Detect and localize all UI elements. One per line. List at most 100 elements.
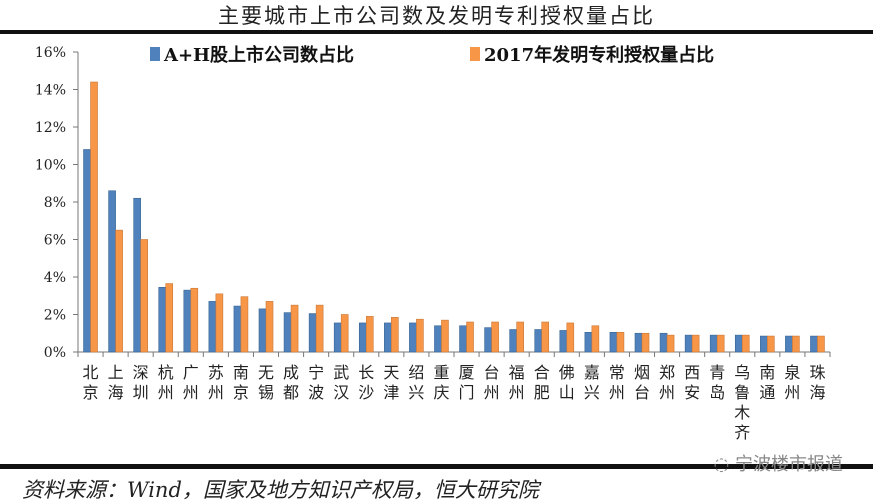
bar-listed	[684, 334, 693, 353]
bar-patent	[315, 304, 324, 353]
bar-listed	[559, 330, 568, 353]
bar-listed	[484, 327, 492, 353]
x-tick-label: 北京	[83, 363, 99, 402]
x-tick-label: 武汉	[333, 363, 349, 402]
bar-listed	[384, 322, 392, 353]
bar-patent	[365, 316, 374, 353]
x-tick-label: 台州	[484, 363, 500, 402]
bar-listed	[734, 334, 743, 353]
bar-listed	[584, 332, 593, 353]
bar-patent	[265, 301, 274, 353]
bottom-rule	[0, 464, 873, 469]
legend-swatch	[150, 47, 160, 61]
x-tick-label: 嘉兴	[584, 363, 600, 402]
bar-patent	[792, 335, 800, 353]
bar-patent	[215, 293, 224, 353]
bar-patent	[391, 317, 399, 353]
x-tick-label: 郑州	[659, 363, 675, 402]
y-tick-label: 10%	[35, 158, 66, 174]
bar-listed	[634, 332, 643, 353]
x-tick-label: 合肥	[534, 363, 550, 402]
x-tick-label: 绍兴	[408, 363, 424, 402]
bar-listed	[509, 329, 517, 353]
x-tick-label: 泉州	[784, 363, 800, 402]
bar-listed	[183, 289, 192, 353]
bar-listed	[609, 332, 618, 353]
bar-patent	[767, 335, 775, 353]
bar-patent	[491, 321, 499, 353]
bar-listed	[659, 332, 668, 353]
bar-patent	[691, 334, 700, 353]
legend-label: 2017年发明专利授权量占比	[484, 44, 714, 66]
bar-listed	[709, 334, 718, 353]
bar-patent	[115, 229, 123, 353]
bar-listed	[333, 322, 342, 353]
bar-patent	[466, 321, 474, 353]
bar-listed	[760, 335, 768, 353]
y-tick-label: 12%	[35, 120, 66, 136]
y-tick-label: 6%	[44, 233, 66, 249]
bar-patent	[817, 335, 825, 353]
x-tick-label: 宁波	[308, 363, 324, 402]
x-tick-label: 上海	[108, 363, 124, 402]
bar-patent	[641, 332, 650, 353]
x-tick-label: 天津	[383, 363, 399, 402]
y-tick-label: 14%	[35, 83, 66, 99]
top-rule	[0, 30, 873, 34]
bar-listed	[358, 322, 367, 353]
bar-listed	[208, 301, 217, 353]
bar-patent	[541, 321, 550, 353]
x-tick-label: 西安	[684, 363, 700, 402]
x-tick-label: 苏州	[208, 363, 224, 402]
legend-label: A+H股上市公司数占比	[163, 44, 354, 66]
bar-patent	[240, 296, 249, 353]
bar-listed	[133, 197, 141, 353]
bar-patent	[416, 318, 424, 353]
x-tick-label: 长沙	[358, 363, 374, 402]
bar-listed	[434, 325, 442, 353]
x-tick-label: 青岛	[709, 363, 725, 402]
legend-swatch	[470, 47, 480, 61]
watermark-text: 宁波楼市报道	[735, 454, 843, 475]
bar-patent	[340, 314, 349, 353]
x-tick-label: 佛山	[559, 363, 575, 402]
y-tick-label: 0%	[44, 345, 66, 361]
chart-title: 主要城市上市公司数及发明专利授权量占比	[218, 4, 655, 28]
y-tick-label: 16%	[35, 45, 66, 61]
chart-plot: 0% 2% 4% 6% 8% 10% 12% 14% 16% 北京上海深圳杭州广州苏州南京无锡成都…	[35, 44, 831, 442]
bar-patent	[290, 304, 299, 353]
y-tick-label: 2%	[44, 308, 66, 324]
bar-patent	[616, 332, 625, 353]
bar-listed	[83, 149, 91, 353]
bar-listed	[409, 322, 417, 353]
bar-listed	[233, 305, 242, 353]
y-tick-label: 4%	[44, 270, 66, 286]
x-tick-label: 乌鲁木齐	[734, 363, 750, 442]
bar-listed	[108, 190, 116, 353]
bar-listed	[158, 287, 167, 353]
bar-patent	[140, 239, 148, 353]
bar-listed	[534, 329, 543, 353]
x-tick-label: 南通	[759, 363, 775, 402]
x-tick-label: 厦门	[459, 363, 475, 402]
source-note: 资料来源：Wind，国家及地方知识产权局，恒大研究院	[22, 478, 539, 502]
watermark: ◌ 宁波楼市报道	[713, 454, 843, 475]
bar-patent	[165, 283, 174, 353]
x-tick-label: 无锡	[258, 363, 274, 402]
bar-patent	[566, 322, 575, 353]
bar-patent	[190, 287, 199, 353]
x-tick-label: 福州	[509, 363, 525, 402]
y-tick-label: 8%	[44, 195, 66, 211]
bar-listed	[308, 313, 317, 353]
bar-patent	[441, 319, 449, 353]
bar-listed	[785, 335, 793, 353]
bar-listed	[459, 325, 467, 353]
bar-patent	[716, 334, 725, 353]
x-tick-label: 珠海	[809, 363, 825, 402]
x-tick-label: 广州	[183, 363, 199, 402]
bar-patent	[666, 334, 675, 353]
x-tick-label: 深圳	[133, 363, 149, 402]
bar-listed	[283, 312, 292, 353]
bar-patent	[741, 334, 750, 353]
